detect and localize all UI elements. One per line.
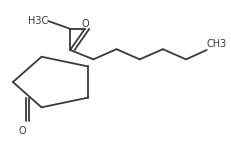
Text: CH3: CH3 <box>206 39 226 50</box>
Text: O: O <box>18 126 26 136</box>
Text: O: O <box>81 19 88 29</box>
Text: H3C: H3C <box>28 16 48 26</box>
